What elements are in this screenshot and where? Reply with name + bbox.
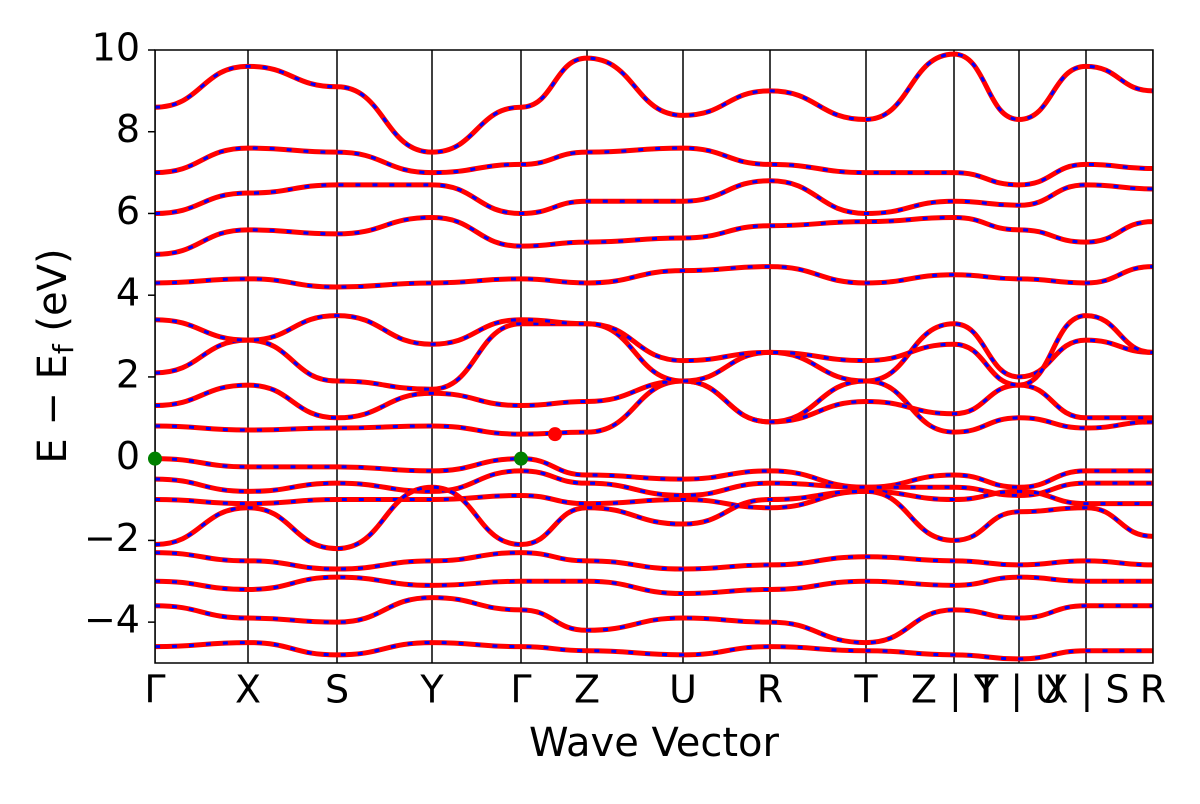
x-axis-label: Wave Vector [529, 720, 780, 766]
band-spin-down [155, 146, 1153, 187]
x-tick-label: Y [419, 668, 444, 712]
x-tick-label: Z [574, 668, 600, 712]
y-tick-label: 0 [116, 434, 140, 478]
x-tick-label: R [757, 668, 783, 712]
band-spin-down [155, 575, 1153, 596]
x-tick-label: Γ [144, 668, 165, 712]
band-spin-up [155, 550, 1153, 572]
band-edge-marker [148, 451, 162, 466]
band-spin-up [155, 264, 1153, 290]
band-spin-up [155, 595, 1153, 646]
y-tick-label: 8 [116, 107, 140, 151]
band-spin-down [155, 485, 1153, 551]
band-spin-down [155, 457, 1153, 489]
band-spin-up [155, 574, 1153, 597]
x-tick-label: X | S [1042, 668, 1129, 713]
x-tick-label: Γ [510, 668, 531, 712]
band-spin-down [155, 216, 1153, 256]
y-tick-label: −2 [84, 516, 140, 560]
band-spin-up [155, 51, 1153, 155]
y-tick-label: 10 [92, 26, 140, 70]
band-spin-down [155, 489, 1153, 510]
band-edge-marker [548, 427, 562, 442]
y-tick-label: 4 [116, 271, 140, 315]
band-edge-marker [514, 451, 528, 466]
x-tick-label: T | U [974, 668, 1063, 713]
band-spin-up [155, 145, 1153, 188]
x-tick-label: S [325, 668, 349, 712]
band-spin-down [155, 265, 1153, 289]
x-tick-label: R [1140, 668, 1166, 712]
band-spin-up [155, 215, 1153, 257]
y-label-unit: (eV) [30, 248, 76, 344]
axes-frame [154, 49, 1154, 664]
band-spin-down [155, 322, 1153, 391]
x-tick-label: U [669, 668, 697, 712]
y-axis-label: E − Ef (eV) [30, 248, 80, 463]
x-tick-label: T [853, 668, 878, 712]
x-tick-label: X [235, 668, 261, 712]
y-label-main: E − E [30, 354, 76, 464]
y-label-subscript: f [47, 343, 80, 354]
band-spin-up [155, 468, 1153, 498]
y-tick-label: −4 [84, 598, 140, 642]
band-spin-up [155, 178, 1153, 216]
x-tick-label: Z | Y [911, 668, 998, 713]
y-tick-label: 2 [116, 352, 140, 396]
band-spin-down [155, 314, 1153, 387]
plot-area [155, 50, 1153, 663]
y-tick-label: 6 [116, 189, 140, 233]
band-spin-up [155, 640, 1153, 662]
